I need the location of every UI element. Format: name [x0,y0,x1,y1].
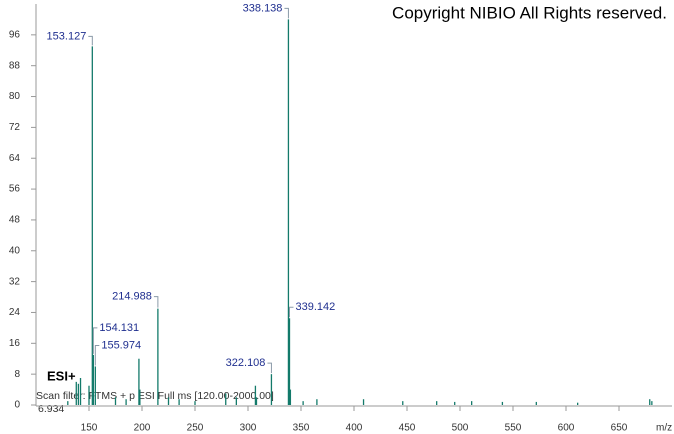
label-bracket [153,296,159,308]
peak-label: 339.142 [295,301,335,313]
label-bracket [284,7,289,19]
x-tick-label: 350 [293,423,310,434]
x-tick-label: 500 [452,423,469,434]
x-axis-label: m/z [656,423,672,434]
label-bracket [92,327,98,354]
retention-time: 6.934 [38,403,64,415]
x-tick-label: 200 [134,423,151,434]
label-bracket [288,306,294,318]
y-tick-label: 16 [9,338,21,349]
x-tick-label: 400 [346,423,363,434]
ionization: ESI+ [47,368,76,383]
x-tick-label: 600 [558,423,575,434]
peak-label: 153.127 [47,30,87,42]
x-tick-label: 650 [611,423,628,434]
peak-label: 214.988 [112,291,152,303]
y-tick-label: 64 [9,153,21,164]
y-tick-label: 48 [9,215,21,226]
peak-label: 154.131 [99,322,139,334]
x-tick-label: 450 [399,423,416,434]
y-tick-label: 0 [14,400,20,411]
peak-label: 155.974 [101,339,141,351]
y-tick-label: 88 [9,60,21,71]
peak-label: 338.138 [243,2,283,14]
x-tick-label: 550 [505,423,522,434]
y-tick-label: 8 [14,369,20,380]
x-tick-label: 250 [187,423,204,434]
x-tick-label: 300 [240,423,257,434]
copyright: Copyright NIBIO All Rights reserved. [392,3,667,22]
label-bracket [88,35,93,46]
y-tick-label: 56 [9,184,21,195]
y-tick-label: 72 [9,122,21,133]
label-bracket [94,344,100,366]
y-tick-label: 96 [9,29,21,40]
x-tick-label: 150 [81,423,98,434]
y-tick-label: 24 [9,307,21,318]
y-tick-label: 32 [9,276,21,287]
peak-label: 322.108 [226,357,266,369]
y-tick-label: 80 [9,91,21,102]
scan-filter: Scan filter: FTMS + p ESI Full ms [120.0… [36,390,274,402]
y-tick-label: 40 [9,245,21,256]
label-bracket [267,362,272,374]
